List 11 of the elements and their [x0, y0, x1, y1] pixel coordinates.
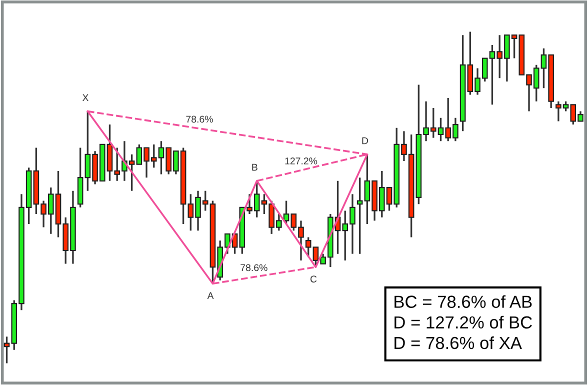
annotation: A — [207, 292, 214, 299]
series-label: 78.6% — [240, 264, 268, 272]
series-label: 127.2% — [285, 158, 318, 164]
annotation: D = 78.6% of XA — [394, 336, 522, 350]
series-label: 78.6% — [186, 116, 213, 123]
annotation: BC = 78.6% of AB — [394, 295, 532, 308]
annotation: B — [252, 164, 258, 171]
annotation: C — [310, 276, 317, 282]
annotation: D = 127.2% of BC — [394, 316, 532, 329]
annotation: D — [362, 137, 368, 144]
annotation: X — [82, 94, 89, 101]
